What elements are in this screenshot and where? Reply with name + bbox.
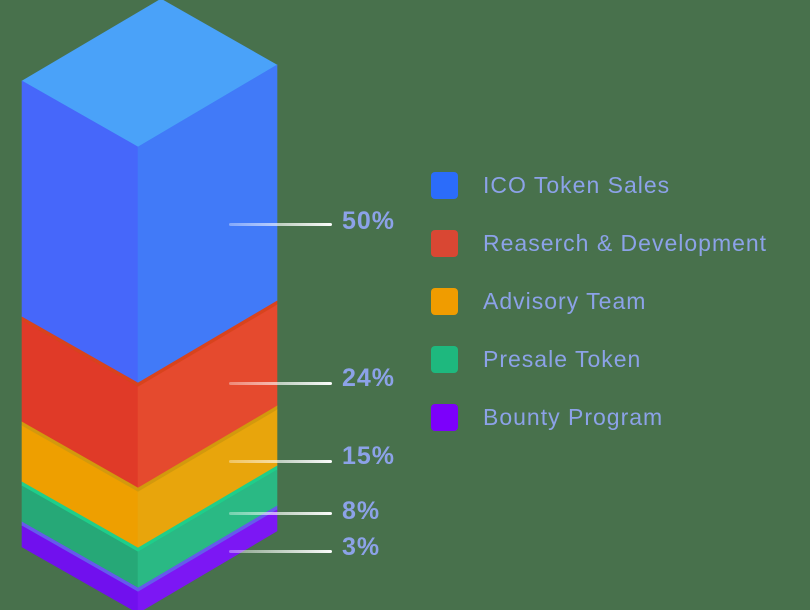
leader-line-advisory-team <box>229 460 332 463</box>
legend-swatch-icon <box>431 230 458 257</box>
value-label-bounty-program: 3% <box>342 533 381 561</box>
legend-swatch-icon <box>431 346 458 373</box>
legend-label: Advisory Team <box>483 288 647 314</box>
legend-swatch-icon <box>431 172 458 199</box>
leader-line-reaserch-development <box>229 382 332 385</box>
leader-line-presale-token <box>229 512 332 515</box>
value-label-ico-token-sales: 50% <box>342 207 396 235</box>
legend-label: Reaserch & Development <box>483 230 768 256</box>
legend-item-reaserch-development: Reaserch & Development <box>431 230 767 257</box>
legend-label: ICO Token Sales <box>483 172 671 198</box>
value-label-reaserch-development: 24% <box>342 364 396 392</box>
value-label-advisory-team: 15% <box>342 442 396 470</box>
legend-label: Presale Token <box>483 346 642 372</box>
legend-swatch-icon <box>431 288 458 315</box>
legend-swatch-icon <box>431 404 458 431</box>
value-label-presale-token: 8% <box>342 497 381 525</box>
leader-line-ico-token-sales <box>229 223 332 226</box>
leader-line-bounty-program <box>229 550 332 553</box>
legend-item-presale-token: Presale Token <box>431 346 767 373</box>
segment-bounty-program-left-face <box>21 525 139 610</box>
chart-legend: ICO Token Sales Reaserch & Development Adv… <box>431 172 767 462</box>
legend-item-advisory-team: Advisory Team <box>431 288 767 315</box>
legend-item-ico-token-sales: ICO Token Sales <box>431 172 767 199</box>
legend-item-bounty-program: Bounty Program <box>431 404 767 431</box>
segment-bounty-program-right-face <box>137 509 278 610</box>
legend-label: Bounty Program <box>483 404 664 430</box>
